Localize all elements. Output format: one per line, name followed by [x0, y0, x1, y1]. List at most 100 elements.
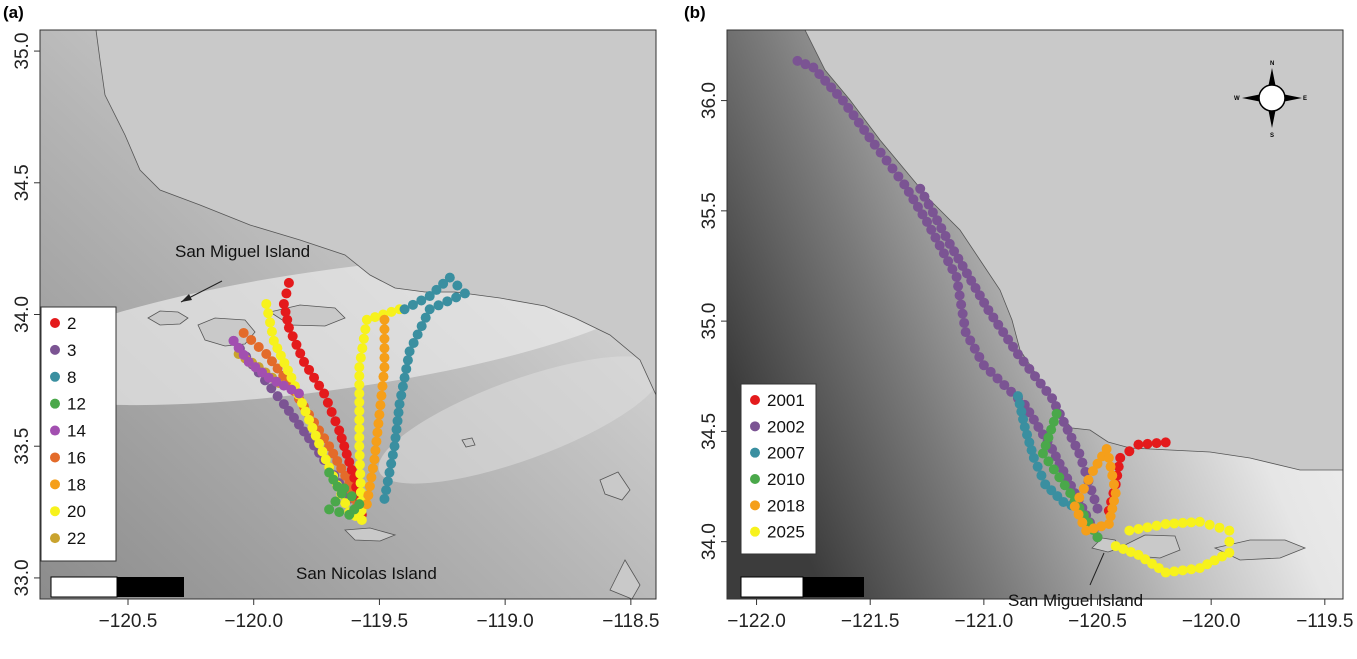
track-point [304, 414, 315, 425]
track-point [930, 232, 941, 243]
panel-a-scale-bar: 0 25 50 km [45, 576, 201, 618]
legend-swatch [750, 421, 760, 432]
track-point [317, 446, 328, 457]
track-point [1089, 494, 1100, 505]
track-point [1108, 495, 1119, 506]
track-point [1050, 451, 1061, 462]
track-point [271, 376, 282, 387]
track-point [953, 281, 964, 292]
annotation-san-nicolas: San Nicolas Island [296, 564, 437, 583]
track-point [370, 312, 381, 323]
panel-b-tracks [792, 55, 1235, 578]
track-point [374, 409, 385, 420]
track-point [926, 224, 937, 235]
legend-swatch [50, 344, 60, 355]
track-point [1108, 479, 1119, 490]
x-tick-label: −122.0 [727, 611, 786, 632]
san-miguel-island [147, 310, 189, 326]
track-point [288, 412, 299, 423]
panel-a-axes: −120.5 −120.0 −119.5 −119.0 −118.5 33.0 33.5 34… [12, 33, 659, 632]
track-point [1048, 464, 1059, 475]
track-point [1054, 472, 1065, 483]
legend-label: 2007 [767, 444, 805, 463]
y-tick-label: 33.0 [12, 559, 33, 596]
track-point [330, 416, 341, 427]
track-point [843, 102, 854, 113]
track-point [328, 448, 339, 459]
track-point [1216, 551, 1227, 562]
track-point [832, 88, 843, 99]
track-point [346, 464, 357, 475]
track-point [361, 314, 372, 325]
x-tick-label: −120.0 [224, 611, 283, 632]
track-point [1096, 521, 1107, 532]
track-point [944, 238, 955, 249]
legend-label: 8 [67, 368, 76, 387]
track-point [922, 216, 933, 227]
x-tick-label: −119.0 [477, 611, 534, 632]
track-point [1058, 496, 1069, 507]
track-point [324, 441, 335, 452]
track-point [1118, 544, 1129, 555]
track-point [332, 455, 343, 466]
scale-label-25-b: 25 [790, 601, 808, 618]
track-point [1080, 466, 1091, 477]
track-point [250, 362, 261, 373]
track-point [1066, 432, 1077, 443]
track-point [420, 312, 431, 323]
track-point [381, 485, 392, 496]
track-point [358, 333, 369, 344]
x-tick-label: −121.0 [955, 611, 1014, 632]
scale-label-50km: 50 km [157, 601, 201, 618]
panel-b: (b) −122.0 −121.5 −121.0 −120.5 −120.0 −119.5… [684, 3, 1353, 632]
legend-label: 2 [67, 314, 76, 333]
track-point [396, 390, 407, 401]
track-point [1024, 437, 1035, 448]
track-point [1077, 517, 1088, 528]
san-nicolas-island [344, 527, 397, 542]
track-point [1043, 432, 1054, 443]
track-point [379, 352, 390, 363]
track-point [354, 499, 365, 510]
track-point [238, 327, 249, 338]
panel-a-label: (a) [3, 3, 24, 22]
track-point [947, 264, 958, 275]
track-point [261, 349, 272, 360]
track-point [399, 304, 410, 315]
track-point [346, 491, 357, 502]
track-point [1062, 424, 1073, 435]
track-point [826, 82, 837, 93]
panel-b-axes: −122.0 −121.5 −121.0 −120.5 −120.0 −119.5 34.0… [699, 82, 1353, 632]
legend-swatch [50, 371, 60, 382]
track-point [1077, 457, 1088, 468]
track-point [1022, 429, 1033, 440]
track-point [378, 371, 389, 382]
track-point [859, 124, 870, 135]
track-point [392, 415, 403, 426]
track-point [1124, 525, 1135, 536]
track-point [354, 450, 365, 461]
track-point [1092, 458, 1103, 469]
track-point [1028, 414, 1039, 425]
track-point [1012, 391, 1023, 402]
track-point [912, 201, 923, 212]
track-point [355, 478, 366, 489]
track-point [957, 260, 968, 271]
track-point [379, 343, 390, 354]
track-point [943, 256, 954, 267]
track-point [354, 388, 365, 399]
track-point [961, 268, 972, 279]
track-point [307, 422, 318, 433]
track-point [1160, 437, 1171, 448]
track-point [382, 476, 393, 487]
track-point [377, 381, 388, 392]
track-point [1081, 525, 1092, 536]
track-point [837, 95, 848, 106]
track-point [354, 414, 365, 425]
track-point [1014, 398, 1025, 409]
track-point [379, 493, 390, 504]
track-point [1194, 563, 1205, 574]
track-point [957, 308, 968, 319]
x-tick-label: −119.5 [1296, 611, 1353, 632]
track-point [1092, 503, 1103, 514]
